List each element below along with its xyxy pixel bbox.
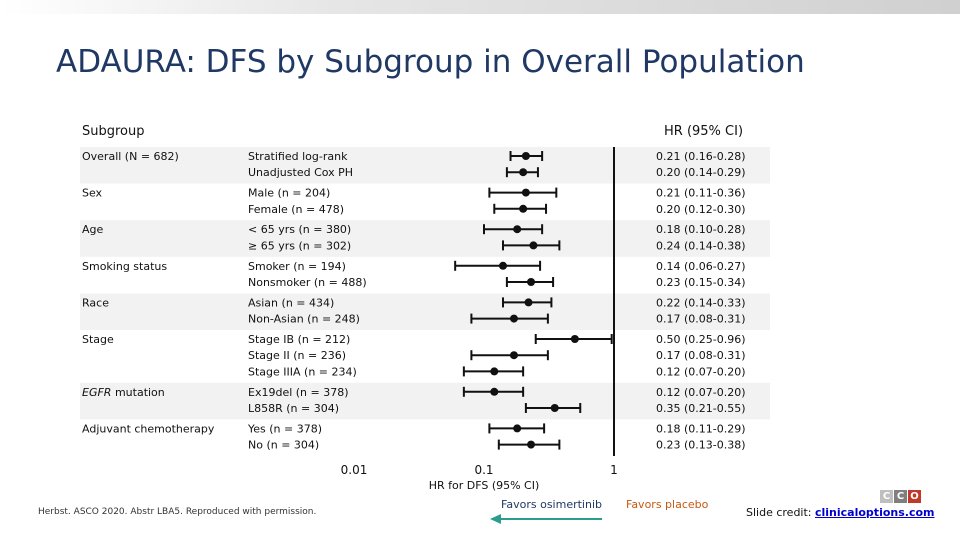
hr-ci-label: 0.35 (0.21-0.55) [656,402,746,415]
slide-title: ADAURA: DFS by Subgroup in Overall Popul… [56,44,805,80]
hr-point [513,225,522,234]
hr-point [498,261,507,270]
group-label: Sex [82,187,103,200]
group-label: EGFR mutation [82,386,165,399]
logo-letter: O [908,490,921,503]
row-label: Stage II (n = 236) [248,349,346,362]
hr-point [524,298,533,307]
hr-ci-label: 0.24 (0.14-0.38) [656,239,746,252]
hr-point [529,241,538,250]
hr-point [509,351,518,360]
row-label: Stage IIIA (n = 234) [248,365,357,378]
group-label: Smoking status [82,260,167,273]
row-label: < 65 yrs (n = 380) [248,223,351,236]
group-band [80,220,770,257]
x-axis-label: HR for DFS (95% CI) [429,479,540,492]
row-label: Asian (n = 434) [248,296,334,309]
row-label: No (n = 304) [248,439,319,452]
group-label: Stage [82,333,114,346]
x-tick-label: 0.01 [341,463,368,477]
hr-ci-label: 0.14 (0.06-0.27) [656,260,746,273]
hr-point [570,335,579,343]
hr-ci-label: 0.18 (0.10-0.28) [656,223,746,236]
hr-point [521,188,530,197]
hr-column-header: HR (95% CI) [664,124,744,139]
row-label: Smoker (n = 194) [248,260,346,273]
favors-left-label: Favors osimertinib [501,498,602,511]
row-label: Stratified log-rank [248,150,348,163]
hr-point [527,278,536,286]
hr-ci-label: 0.21 (0.16-0.28) [656,150,746,163]
hr-point [527,440,536,449]
x-tick-label: 1 [610,463,618,477]
hr-ci-label: 0.23 (0.15-0.34) [656,276,746,289]
row-bands [80,147,770,420]
hr-point [521,152,530,160]
cco-logo: C C O [880,490,921,503]
hr-ci-label: 0.21 (0.11-0.36) [656,187,746,200]
hr-point [509,314,518,323]
row-label: Male (n = 204) [248,187,330,200]
hr-ci-label: 0.23 (0.13-0.38) [656,439,746,452]
credit-link[interactable]: clinicaloptions.com [815,506,935,519]
group-band [80,293,770,330]
group-band [80,147,770,184]
hr-ci-label: 0.50 (0.25-0.96) [656,333,746,346]
hr-ci-label: 0.20 (0.12-0.30) [656,203,746,216]
hr-ci-label: 0.17 (0.08-0.31) [656,349,746,362]
credit-label: Slide credit: [746,506,812,519]
hr-point [550,404,559,412]
group-label: Overall (N = 682) [82,150,179,163]
hr-point [513,424,522,433]
hr-point [519,204,528,213]
footnote: Herbst. ASCO 2020. Abstr LBA5. Reproduce… [38,507,317,517]
slide-credit: Slide credit: clinicaloptions.com [746,506,935,519]
hr-ci-label: 0.22 (0.14-0.33) [656,296,746,309]
subgroup-column-header: Subgroup [82,124,145,139]
x-tick-label: 0.1 [474,463,493,477]
hr-ci-label: 0.20 (0.14-0.29) [656,166,746,179]
logo-letter: C [894,490,907,503]
row-label: Non-Asian (n = 248) [248,313,360,326]
row-label: Female (n = 478) [248,203,344,216]
top-decorative-bar [0,0,960,14]
hr-ci-label: 0.17 (0.08-0.31) [656,313,746,326]
hr-ci-label: 0.12 (0.07-0.20) [656,386,746,399]
hr-point [519,168,528,177]
logo-letter: C [880,490,893,503]
row-label: L858R (n = 304) [248,402,339,415]
row-label: Ex19del (n = 378) [248,386,349,399]
favors-arrow-head [490,514,501,524]
row-label: ≥ 65 yrs (n = 302) [248,239,351,252]
row-label: Unadjusted Cox PH [248,166,353,179]
favors-right-label: Favors placebo [626,498,709,511]
row-label: Nonsmoker (n = 488) [248,276,367,289]
group-label: Age [82,223,104,236]
hr-ci-label: 0.18 (0.11-0.29) [656,422,746,435]
hr-ci-label: 0.12 (0.07-0.20) [656,365,746,378]
group-band [80,382,770,420]
row-label: Yes (n = 378) [247,422,322,435]
hr-point [490,367,499,376]
row-label: Stage IB (n = 212) [248,333,350,346]
hr-point [490,387,499,396]
group-label: Adjuvant chemotherapy [82,422,215,435]
group-label: Race [82,296,109,309]
rows [454,151,613,450]
